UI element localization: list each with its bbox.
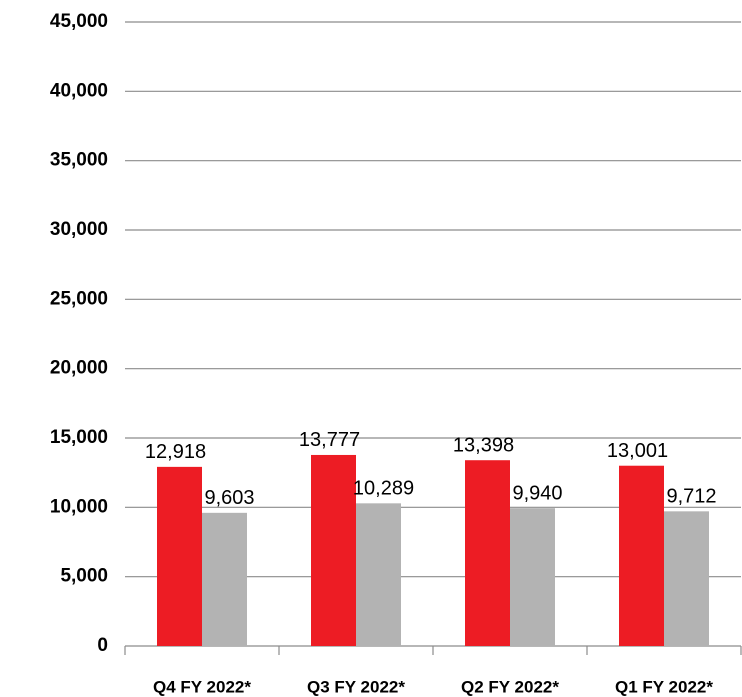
x-tick-label: Q3 FY 2022*: [307, 677, 405, 696]
x-tick-label: Q4 FY 2022*: [153, 677, 251, 696]
bar: [356, 503, 401, 646]
value-label: 10,289: [353, 478, 414, 500]
value-label: 9,603: [204, 487, 254, 509]
y-tick-label: 10,000: [50, 496, 108, 517]
value-label: 13,001: [607, 440, 668, 462]
bar: [311, 454, 356, 646]
value-label: 9,712: [666, 486, 716, 508]
y-tick-label: 15,000: [50, 427, 108, 448]
value-label: 13,398: [453, 434, 514, 456]
value-label: 13,777: [299, 429, 360, 451]
bar: [157, 466, 202, 646]
y-tick-label: 30,000: [50, 219, 108, 240]
value-label: 12,918: [145, 441, 206, 463]
y-tick-label: 25,000: [50, 288, 108, 309]
y-tick-label: 5,000: [60, 566, 108, 587]
y-tick-label: 20,000: [50, 358, 108, 379]
y-tick-label: 0: [97, 635, 108, 656]
y-tick-label: 40,000: [50, 80, 108, 101]
bar: [664, 511, 709, 646]
value-label: 9,940: [512, 482, 562, 504]
bar: [510, 508, 555, 646]
x-tick-label: Q1 FY 2022*: [615, 677, 713, 696]
bar: [465, 460, 510, 646]
y-tick-label: 35,000: [50, 150, 108, 171]
bar: [202, 512, 247, 646]
y-tick-label: 45,000: [50, 11, 108, 32]
bar: [619, 465, 664, 646]
x-tick-label: Q2 FY 2022*: [461, 677, 559, 696]
